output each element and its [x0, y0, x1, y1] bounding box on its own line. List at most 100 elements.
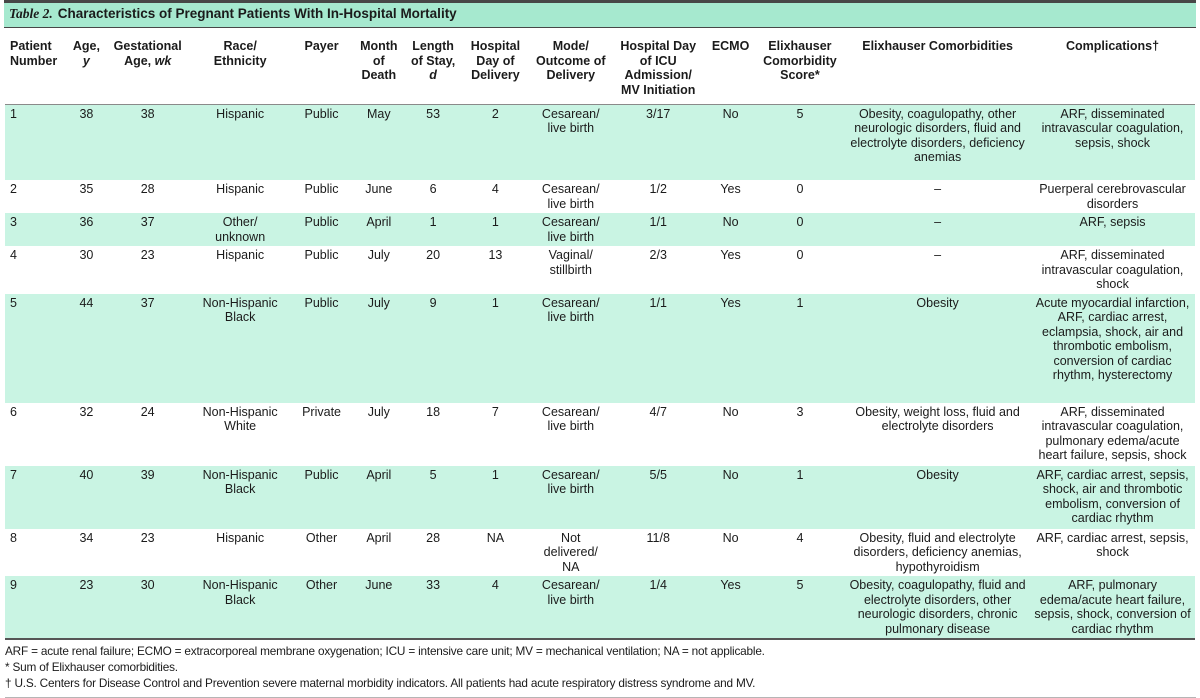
cell-month-of-death: July [367, 248, 390, 263]
cell-patient-number: 1 [10, 106, 17, 121]
cell-age: 40 [79, 467, 94, 482]
column-header-gestational-age: Gestational Age, wk [113, 38, 182, 68]
header-row: Patient Number Age, y Gestational Age, wk Race… [5, 39, 1195, 105]
cell-gestational-age: 28 [140, 182, 155, 197]
table-row: 9 23 30 Non-Hispanic Black Other June 33 4 Cesar… [5, 576, 1195, 640]
cell-mode-outcome-of-delivery: Vaginal/ stillbirth [548, 248, 593, 277]
footnotes: ARF = acute renal failure; ECMO = extrac… [5, 644, 1196, 698]
cell-age: 32 [79, 404, 94, 419]
cell-length-of-stay: 5 [429, 467, 437, 482]
cell-gestational-age: 23 [140, 530, 155, 545]
table-row: 1 38 38 Hispanic Public May 53 2 Cesarean/ live … [5, 104, 1195, 181]
cell-length-of-stay: 53 [426, 106, 441, 121]
cell-age: 35 [79, 182, 94, 197]
cell-age: 23 [79, 578, 94, 593]
cell-ecmo: No [722, 106, 739, 121]
cell-hospital-day-icu-mv: 1/2 [649, 182, 667, 197]
cell-length-of-stay: 28 [426, 530, 441, 545]
cell-length-of-stay: 20 [426, 248, 441, 263]
cell-mode-outcome-of-delivery: Cesarean/ live birth [541, 404, 600, 434]
cell-payer: Private [302, 404, 341, 419]
column-header-month-of-death: Month of Death [360, 38, 398, 83]
cell-race-ethnicity: Hispanic [216, 248, 265, 263]
cell-month-of-death: May [367, 106, 391, 121]
cell-gestational-age: 30 [140, 578, 155, 593]
cell-hospital-day-icu-mv: 1/4 [649, 578, 667, 593]
cell-race-ethnicity: Non-Hispanic White [202, 404, 278, 434]
cell-hospital-day-of-delivery: 13 [488, 248, 503, 263]
cell-elixhauser-comorbidities: Obesity, coagulopathy, other neurologic … [850, 106, 1025, 165]
cell-race-ethnicity: Hispanic [216, 182, 265, 197]
table-title-bar: Table 2. Characteristics of Pregnant Pati… [4, 0, 1196, 28]
cell-gestational-age: 38 [140, 106, 155, 121]
table-row: 3 36 37 Other/ unknown Public April 1 1 Cesarean… [5, 213, 1195, 247]
cell-age: 44 [79, 295, 94, 310]
cell-gestational-age: 23 [140, 248, 155, 263]
cell-mode-outcome-of-delivery: Cesarean/ live birth [541, 215, 600, 244]
cell-length-of-stay: 9 [429, 295, 437, 310]
table-row: 6 32 24 Non-Hispanic White Private July 18 7 Ces… [5, 403, 1195, 466]
cell-hospital-day-icu-mv: 1/1 [649, 295, 667, 310]
cell-age: 34 [79, 530, 94, 545]
cell-age: 38 [79, 106, 94, 121]
cell-elixhauser-score: 4 [796, 530, 804, 545]
cell-elixhauser-comorbidities: Obesity, coagulopathy, fluid and electro… [849, 578, 1026, 636]
column-header-age: Age, y [72, 38, 100, 68]
cell-ecmo: No [722, 467, 739, 482]
cell-hospital-day-of-delivery: 1 [491, 295, 499, 310]
cell-month-of-death: April [366, 467, 392, 482]
table-title: Characteristics of Pregnant Patients Wit… [57, 6, 457, 21]
table-body: 1 38 38 Hispanic Public May 53 2 Cesarean/ live … [5, 104, 1195, 640]
cell-race-ethnicity: Other/ unknown [215, 215, 266, 244]
column-header-hospital-day-of-delivery: Hospital Day of Delivery [470, 38, 521, 83]
cell-elixhauser-score: 0 [796, 215, 804, 230]
cell-ecmo: No [722, 215, 739, 230]
cell-gestational-age: 37 [140, 295, 155, 310]
cell-length-of-stay: 6 [429, 182, 437, 197]
cell-patient-number: 6 [10, 404, 17, 419]
column-header-patient-number: Patient Number [10, 38, 58, 68]
column-header-length-of-stay: Length of Stay, d [410, 38, 456, 83]
cell-month-of-death: April [366, 215, 392, 230]
cell-patient-number: 4 [10, 248, 17, 263]
cell-patient-number: 2 [10, 182, 17, 197]
cell-month-of-death: June [365, 578, 393, 593]
cell-length-of-stay: 18 [426, 404, 441, 419]
cell-month-of-death: July [367, 404, 390, 419]
cell-payer: Public [304, 467, 339, 482]
cell-gestational-age: 24 [140, 404, 155, 419]
cell-complications: ARF, disseminated intravascular coagulat… [1041, 248, 1184, 292]
cell-race-ethnicity: Hispanic [216, 530, 265, 545]
cell-length-of-stay: 1 [429, 215, 437, 230]
cell-hospital-day-of-delivery: 4 [491, 182, 499, 197]
cell-payer: Public [304, 295, 339, 310]
cell-ecmo: Yes [720, 578, 741, 593]
footnote: * Sum of Elixhauser comorbidities. [5, 660, 178, 675]
cell-complications: Acute myocardial infarction, ARF, cardia… [1035, 295, 1190, 383]
cell-complications: ARF, sepsis [1079, 215, 1146, 230]
cell-mode-outcome-of-delivery: Cesarean/ live birth [541, 578, 600, 607]
cell-elixhauser-score: 0 [796, 248, 804, 263]
cell-hospital-day-icu-mv: 4/7 [649, 404, 667, 419]
cell-race-ethnicity: Non-Hispanic Black [202, 295, 278, 325]
cell-complications: ARF, cardiac arrest, sepsis, shock, air … [1036, 467, 1189, 526]
table-number-label: Table 2. [9, 6, 53, 21]
cell-ecmo: No [722, 530, 739, 545]
cell-patient-number: 9 [10, 578, 17, 593]
cell-month-of-death: April [366, 530, 392, 545]
cell-hospital-day-of-delivery: NA [486, 530, 505, 545]
cell-elixhauser-comorbidities: Obesity [916, 295, 959, 310]
table-row: 5 44 37 Non-Hispanic Black Public July 9 1 Cesar… [5, 293, 1195, 403]
column-header-race-ethnicity: Race/Ethnicity [213, 38, 267, 68]
cell-elixhauser-comorbidities: – [934, 182, 942, 197]
cell-mode-outcome-of-delivery: Cesarean/ live birth [541, 182, 600, 211]
cell-ecmo: Yes [720, 182, 741, 197]
cell-payer: Other [305, 578, 338, 593]
cell-mode-outcome-of-delivery: Cesarean/ live birth [541, 467, 600, 497]
cell-gestational-age: 37 [140, 215, 155, 230]
cell-hospital-day-of-delivery: 1 [491, 215, 499, 230]
cell-month-of-death: June [365, 182, 393, 197]
table-row: 2 35 28 Hispanic Public June 6 4 Cesarean/ live … [5, 180, 1195, 213]
cell-ecmo: No [722, 404, 739, 419]
